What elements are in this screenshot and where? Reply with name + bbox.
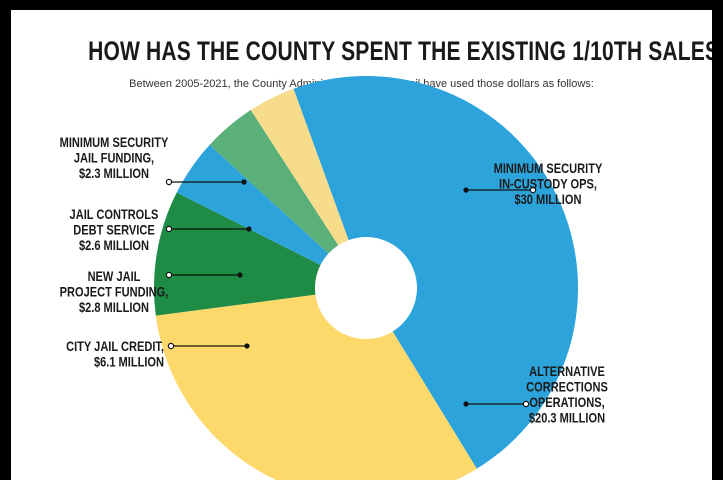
- data-label-alternative-corrections-operations: ALTERNATIVE CORRECTIONS OPERATIONS, $20.3 M…: [526, 364, 608, 426]
- data-label-minimum-security-in-custody-ops: MINIMUM SECURITY IN-CUSTODY OPS, $30 MILLI…: [494, 161, 603, 207]
- data-label-jail-controls-debt-service: JAIL CONTROLS DEBT SERVICE $2.6 MILLION: [70, 207, 159, 253]
- leader-dot-alternative-corrections-operations: [463, 401, 469, 407]
- leader-end-city-jail-credit: [167, 342, 175, 350]
- leader-dot-new-jail-project-funding: [237, 272, 243, 278]
- infographic-panel: HOW HAS THE COUNTY SPENT THE EXISTING 1/…: [11, 10, 712, 480]
- leader-end-jail-controls-debt-service: [165, 225, 173, 233]
- leader-dot-jail-controls-debt-service: [246, 226, 252, 232]
- leader-dot-city-jail-credit: [244, 343, 250, 349]
- slice-minimum-security-jail-funding: [250, 88, 349, 246]
- donut-chart: MINIMUM SECURITY IN-CUSTODY OPS, $30 MILLI…: [60, 76, 608, 480]
- leader-end-minimum-security-in-custody-ops: [529, 186, 537, 194]
- slice-jail-controls-debt-service: [209, 110, 339, 254]
- data-label-minimum-security-jail-funding: MINIMUM SECURITY JAIL FUNDING, $2.3 MILLIO…: [60, 135, 169, 181]
- data-label-new-jail-project-funding: NEW JAIL PROJECT FUNDING, $2.8 MILLION: [60, 269, 169, 315]
- slice-city-jail-credit: [154, 192, 321, 316]
- leader-end-alternative-corrections-operations: [522, 400, 530, 408]
- leader-end-new-jail-project-funding: [165, 271, 173, 279]
- leader-end-minimum-security-jail-funding: [165, 178, 173, 186]
- leader-dot-minimum-security-in-custody-ops: [463, 187, 469, 193]
- slice-new-jail-project-funding: [176, 144, 329, 266]
- chart-title: HOW HAS THE COUNTY SPENT THE EXISTING 1/…: [88, 36, 712, 66]
- slice-minimum-security-in-custody-ops: [293, 76, 578, 469]
- slice-alternative-corrections-operations: [155, 294, 477, 480]
- leader-dot-minimum-security-jail-funding: [241, 179, 247, 185]
- data-label-city-jail-credit: CITY JAIL CREDIT, $6.1 MILLION: [66, 339, 164, 370]
